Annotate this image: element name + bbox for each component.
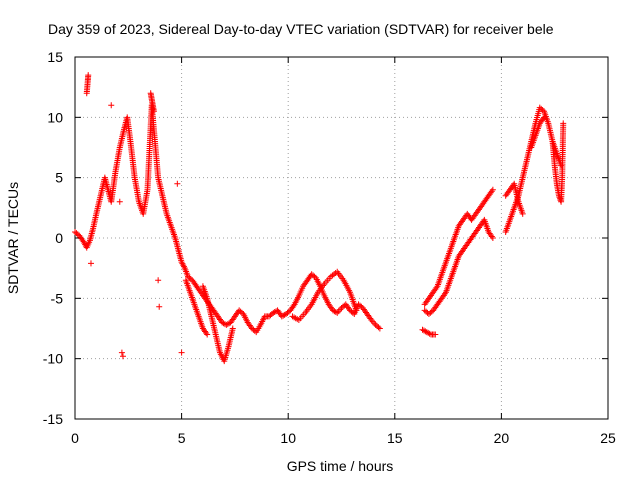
data-point xyxy=(108,102,115,109)
x-tick-label: 10 xyxy=(280,430,296,446)
data-point xyxy=(229,325,236,332)
data-point xyxy=(204,331,211,338)
y-tick-label: 5 xyxy=(55,170,63,186)
x-tick-label: 15 xyxy=(387,430,403,446)
x-tick-label: 0 xyxy=(71,430,79,446)
y-axis-label: SDTVAR / TECUs xyxy=(5,182,21,294)
axis-ticks: 0 5 10 15 20 25 -15 -10 -5 0 5 10 15 xyxy=(43,49,616,446)
data-point xyxy=(178,349,185,356)
x-tick-label: 20 xyxy=(494,430,510,446)
data-point xyxy=(426,330,433,337)
data-point xyxy=(85,72,92,79)
y-tick-label: -10 xyxy=(43,351,63,367)
x-tick-label: 25 xyxy=(600,430,616,446)
data-point xyxy=(119,353,126,360)
data-point xyxy=(155,277,162,284)
grid-lines xyxy=(75,57,608,419)
data-point xyxy=(376,325,383,332)
y-tick-label: 0 xyxy=(55,230,63,246)
y-tick-label: -15 xyxy=(43,411,63,427)
y-tick-label: -5 xyxy=(51,290,64,306)
data-point xyxy=(118,349,125,356)
data-point xyxy=(519,210,526,217)
data-point xyxy=(353,307,360,314)
data-point xyxy=(156,303,163,310)
x-axis-label: GPS time / hours xyxy=(287,458,394,474)
data-point xyxy=(174,180,181,187)
data-point xyxy=(375,324,382,331)
y-tick-label: 10 xyxy=(47,109,63,125)
data-point xyxy=(116,198,123,205)
data-point xyxy=(87,260,94,267)
data-point xyxy=(150,108,157,115)
x-tick-label: 5 xyxy=(178,430,186,446)
data-point xyxy=(489,186,496,193)
data-point xyxy=(541,114,548,121)
data-point xyxy=(560,120,567,127)
data-point xyxy=(432,331,439,338)
data-point xyxy=(489,235,496,241)
data-points xyxy=(72,72,567,365)
data-point xyxy=(332,309,339,316)
chart-title: Day 359 of 2023, Sidereal Day-to-day VTE… xyxy=(48,21,554,37)
y-tick-label: 15 xyxy=(47,49,63,65)
